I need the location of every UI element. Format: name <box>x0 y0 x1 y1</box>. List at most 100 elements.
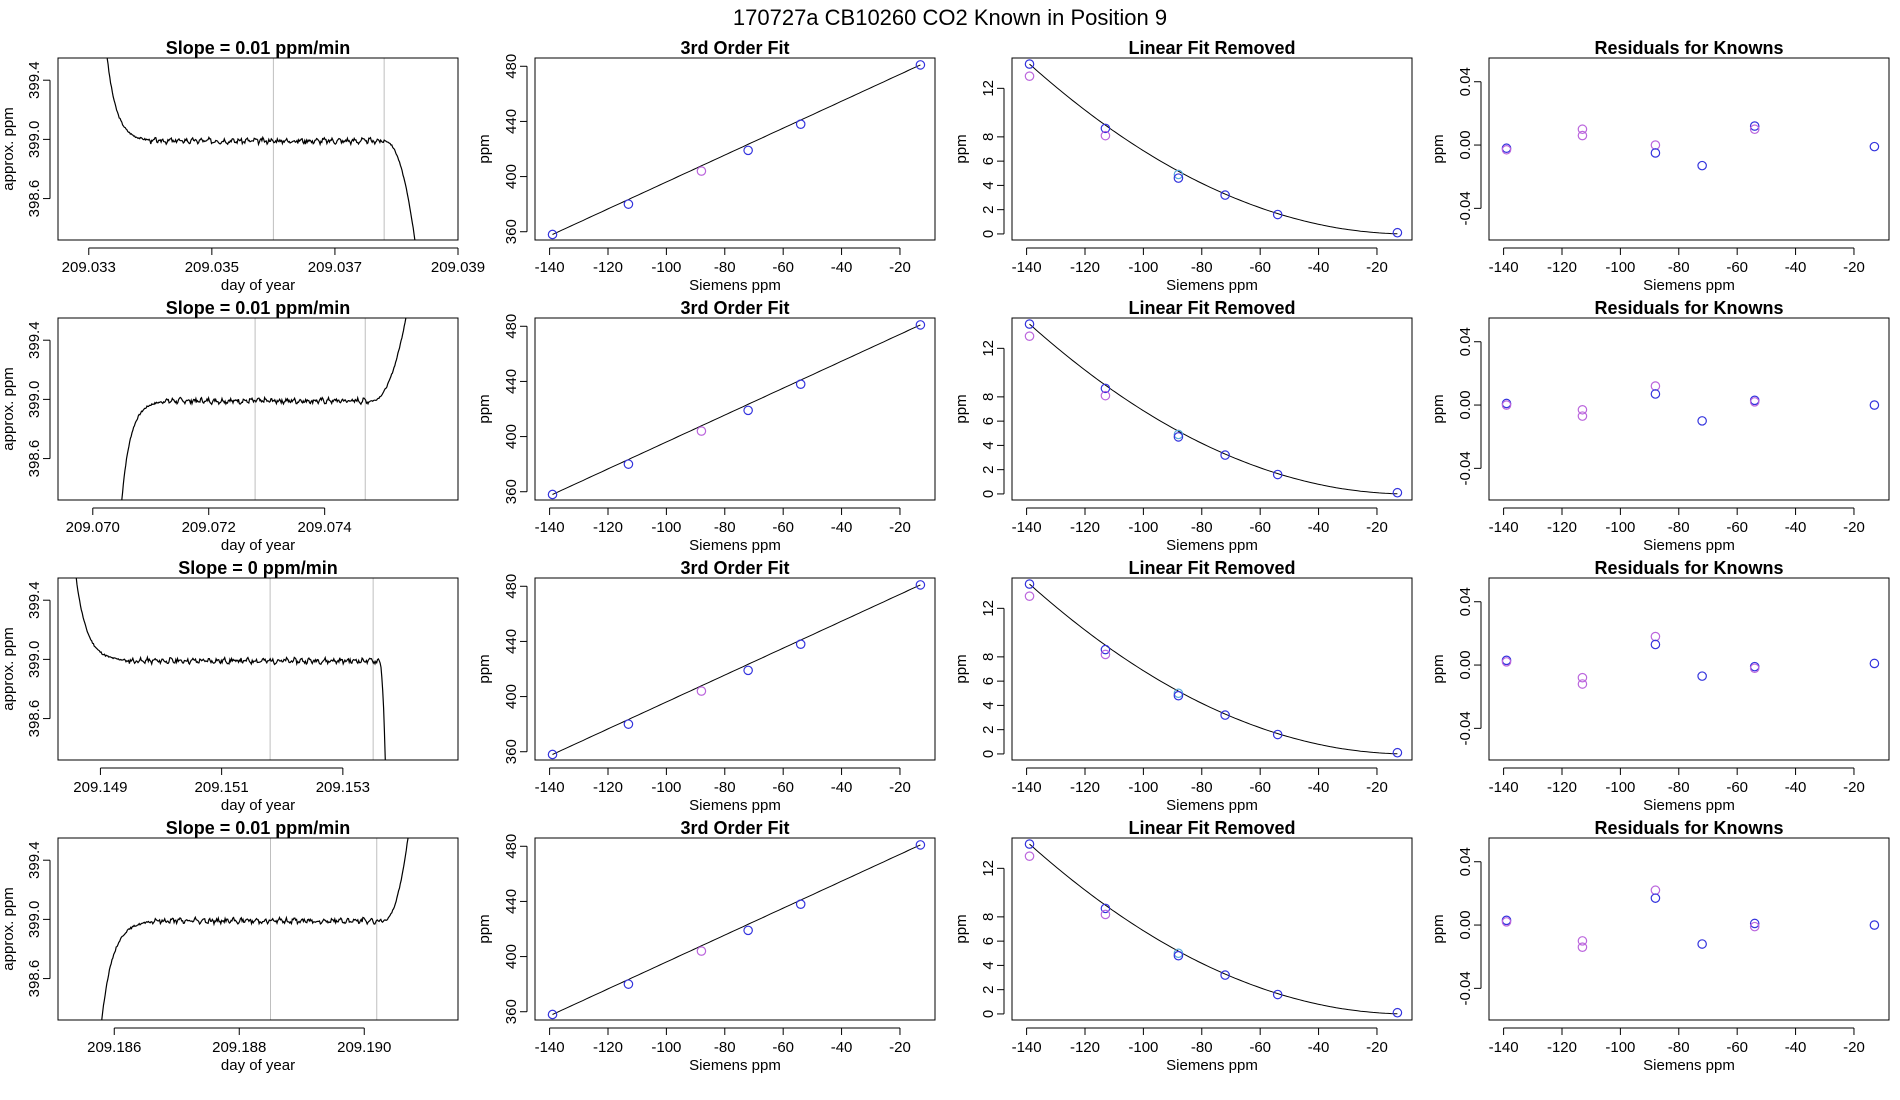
x-tick-label: -60 <box>1726 779 1748 796</box>
x-tick-label: -100 <box>1605 779 1635 796</box>
y-tick-label: 0 <box>980 490 997 498</box>
y-tick-label: 8 <box>980 133 997 141</box>
y-axis-label: ppm <box>476 914 493 943</box>
y-tick-label: 8 <box>980 653 997 661</box>
fit-curve <box>1029 63 1398 235</box>
x-tick-label: -60 <box>1249 259 1271 276</box>
y-axis-label: ppm <box>476 394 493 423</box>
x-axis-label: Siemens ppm <box>1643 1057 1735 1074</box>
plot-area <box>1024 579 1403 758</box>
data-point <box>623 199 634 209</box>
plot-frame <box>534 57 936 241</box>
y-tick-label: 440 <box>503 629 520 654</box>
data-point <box>1577 936 1588 946</box>
x-tick-label: 209.074 <box>298 519 352 536</box>
data-point <box>623 979 634 989</box>
x-tick-label: 209.033 <box>62 259 116 276</box>
x-tick-label: -80 <box>1668 779 1690 796</box>
data-point <box>1650 389 1661 399</box>
x-tick-label: -100 <box>651 779 681 796</box>
data-point <box>743 145 753 156</box>
data-point <box>1392 487 1403 498</box>
x-axis-label: Siemens ppm <box>689 277 781 294</box>
data-point <box>1749 397 1760 407</box>
x-axis-label: day of year <box>221 277 295 294</box>
x-tick-label: -120 <box>1070 779 1100 796</box>
x-tick-label: -140 <box>535 519 565 536</box>
panel-title: Linear Fit Removed <box>1128 818 1295 838</box>
x-tick-label: 209.188 <box>212 1039 266 1056</box>
panel-title: Linear Fit Removed <box>1128 298 1295 318</box>
y-tick-label: 0.04 <box>1457 587 1474 616</box>
y-axis-label: ppm <box>953 654 970 683</box>
data-point <box>1501 400 1512 410</box>
x-tick-label: -40 <box>831 779 853 796</box>
y-tick-label: 8 <box>980 913 997 921</box>
x-tick-label: -40 <box>1785 779 1807 796</box>
x-tick-label: -120 <box>1547 1039 1577 1056</box>
plot-area <box>1501 885 1880 952</box>
panel-title: 3rd Order Fit <box>680 298 789 318</box>
panel-title: Slope = 0.01 ppm/min <box>166 818 351 838</box>
x-axis-label: Siemens ppm <box>1166 1057 1258 1074</box>
plot-area <box>547 60 926 240</box>
x-axis-label: Siemens ppm <box>689 537 781 554</box>
panel-title: Residuals for Knowns <box>1594 558 1783 578</box>
data-point <box>1697 939 1707 949</box>
y-tick-label: 0.00 <box>1457 130 1474 159</box>
data-point <box>1024 319 1035 329</box>
panel-2-1: Slope = 0.01 ppm/min 209.070 209.072 209.07… <box>0 298 459 554</box>
x-tick-label: -140 <box>1012 779 1042 796</box>
panel-1-4: Residuals for Knowns -140 -120 -100 -80 -60 -4… <box>1430 38 1890 294</box>
plot-frame <box>1488 837 1890 1021</box>
x-tick-label: -140 <box>535 779 565 796</box>
y-axis-label: ppm <box>476 654 493 683</box>
data-point <box>743 665 753 676</box>
panel-3-2: 3rd Order Fit -140 -120 -100 -80 -60 -40 -20 Sie… <box>476 558 936 814</box>
y-tick-label: 440 <box>503 109 520 134</box>
y-axis-label: approx. ppm <box>0 367 17 450</box>
y-tick-label: 12 <box>980 80 997 97</box>
fit-curve <box>552 844 921 1015</box>
y-tick-label: 0.04 <box>1457 67 1474 96</box>
x-axis-label: Siemens ppm <box>1166 537 1258 554</box>
data-point <box>1501 144 1512 155</box>
y-axis-label: ppm <box>1430 134 1447 163</box>
y-tick-label: 8 <box>980 393 997 401</box>
x-tick-label: -140 <box>535 259 565 276</box>
x-tick-label: 209.151 <box>195 779 249 796</box>
y-tick-label: 360 <box>503 999 520 1024</box>
x-tick-label: -120 <box>593 1039 623 1056</box>
plot-area <box>1024 319 1403 498</box>
data-point <box>1173 690 1184 701</box>
y-tick-label: 360 <box>503 479 520 504</box>
plot-frame <box>534 837 936 1021</box>
y-tick-label: 0.04 <box>1457 327 1474 356</box>
data-point <box>1024 579 1035 589</box>
data-point <box>547 749 558 760</box>
data-point <box>795 119 806 129</box>
y-tick-label: 6 <box>980 417 997 425</box>
x-tick-label: -140 <box>1012 1039 1042 1056</box>
data-point <box>547 229 558 240</box>
y-tick-label: 480 <box>503 314 520 339</box>
y-tick-label: 398.6 <box>26 440 43 478</box>
y-tick-label: 6 <box>980 157 997 165</box>
data-point <box>915 320 926 330</box>
data-point <box>1173 950 1184 961</box>
plot-frame <box>57 837 459 1021</box>
y-axis-label: ppm <box>953 914 970 943</box>
data-point <box>1577 404 1588 415</box>
data-point <box>1869 658 1880 669</box>
data-point <box>1173 432 1184 442</box>
x-tick-label: 209.072 <box>182 519 236 536</box>
figure-title: 170727a CB10260 CO2 Known in Position 9 <box>733 5 1167 30</box>
x-axis-label: Siemens ppm <box>1643 277 1735 294</box>
plot-frame <box>1488 317 1890 501</box>
plot-frame <box>534 317 936 501</box>
plot-area <box>547 840 926 1020</box>
concentration-trace <box>121 318 407 500</box>
x-tick-label: -60 <box>1249 1039 1271 1056</box>
data-point <box>1100 909 1111 920</box>
y-tick-label: 480 <box>503 834 520 859</box>
